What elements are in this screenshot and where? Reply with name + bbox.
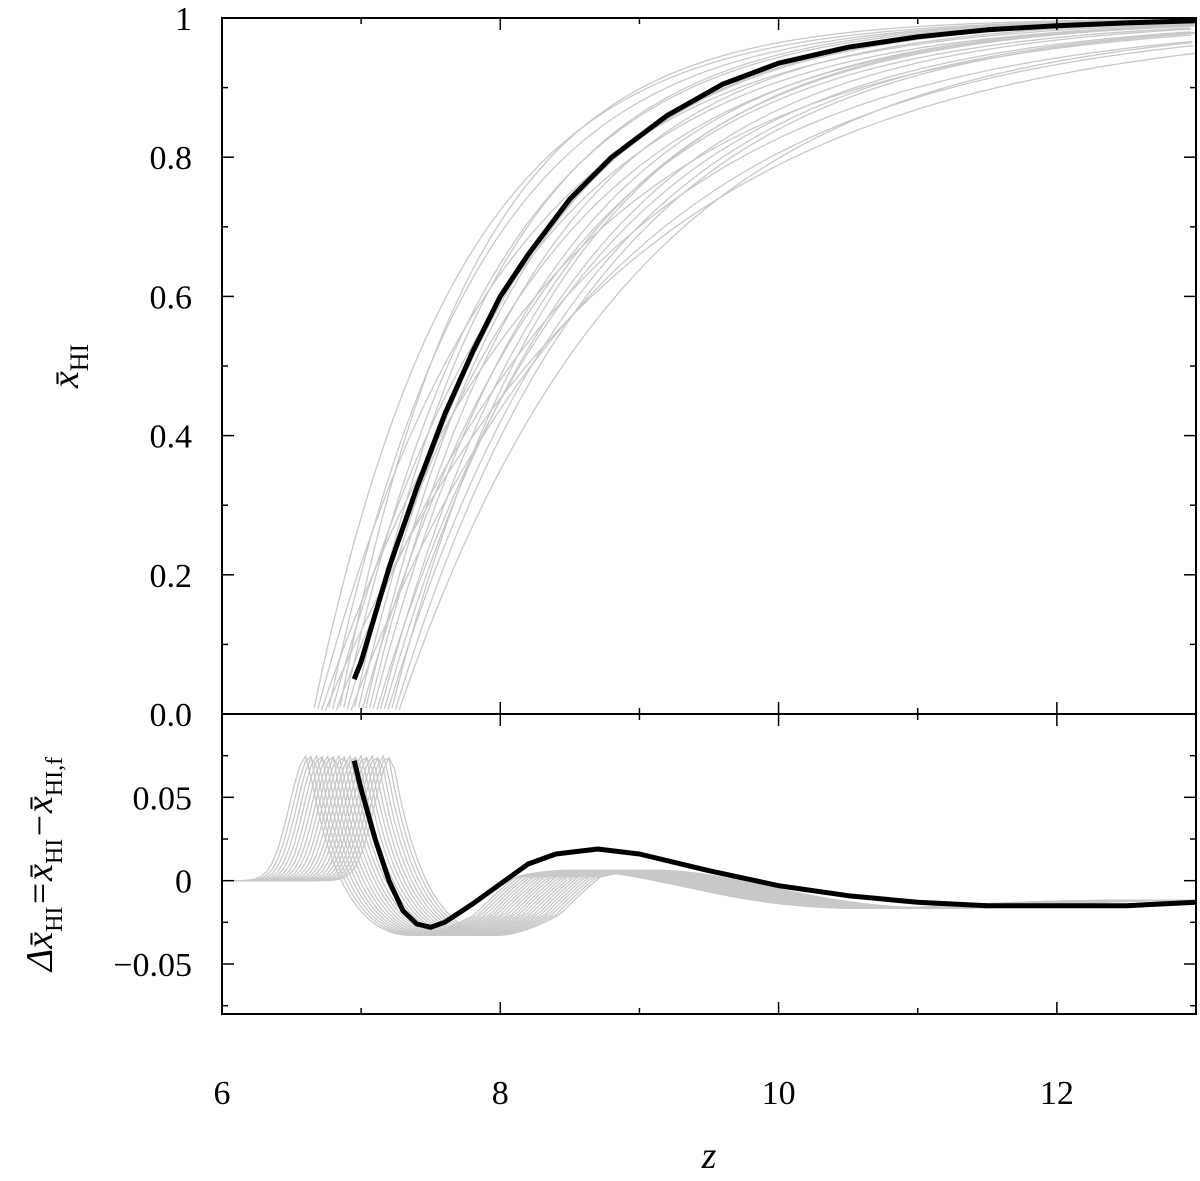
ensemble-curve-top bbox=[372, 24, 1195, 709]
ensemble-curve-top bbox=[391, 24, 1192, 709]
bottom-ensemble-curves bbox=[222, 754, 1197, 936]
top-ylabel: x̄HI bbox=[45, 344, 94, 389]
ensemble-curve-top bbox=[394, 32, 1196, 710]
ensemble-curve-top bbox=[387, 31, 1196, 710]
bottom-mean-curve bbox=[351, 760, 1197, 930]
ensemble-curve-bottom bbox=[222, 754, 1197, 936]
top-y-tick-label: 0.4 bbox=[150, 419, 193, 456]
bottom-ylabel-eq: =x̄ bbox=[19, 864, 61, 907]
ensemble-curve-top bbox=[383, 28, 1192, 710]
bottom-y-tick-label: −0.05 bbox=[113, 947, 192, 984]
axis-ticks bbox=[221, 17, 1197, 1014]
ensemble-curve-top bbox=[313, 19, 1191, 708]
ensemble-curve-top bbox=[320, 34, 1192, 711]
x-tick-label: 6 bbox=[214, 1075, 231, 1112]
ensemble-curve-top bbox=[350, 45, 1194, 711]
top-y-tick-label: 0.6 bbox=[150, 279, 193, 316]
ensemble-curve-top bbox=[324, 52, 1195, 711]
bottom-ylabel-sub2: HI bbox=[42, 839, 68, 864]
bottom-ylabel-minus: −x̄ bbox=[19, 796, 61, 839]
ensemble-curve-top bbox=[339, 18, 1196, 707]
ensemble-curve-top bbox=[376, 31, 1192, 710]
ensemble-curve-top bbox=[332, 24, 1196, 709]
top-y-tick-label: 1 bbox=[175, 1, 192, 38]
ensemble-curve-top bbox=[346, 25, 1190, 710]
bottom-ylabel-sub3: HI,f bbox=[42, 757, 68, 796]
ensemble-curve-top bbox=[361, 27, 1191, 710]
bottom-panel-frame bbox=[221, 713, 1197, 1015]
x-axis-title: z bbox=[701, 1135, 717, 1177]
ensemble-curve-top bbox=[368, 22, 1191, 709]
bottom-ylabel: Δx̄HI=x̄HI−x̄HI,f bbox=[19, 757, 68, 973]
x-tick-label: 10 bbox=[762, 1075, 796, 1112]
top-y-tick-label: 0.2 bbox=[150, 558, 193, 595]
x-tick-label: 12 bbox=[1040, 1075, 1074, 1112]
top-panel-frame bbox=[221, 17, 1197, 715]
bottom-ylabel-sub1: HI bbox=[42, 907, 68, 932]
x-tick-label: 8 bbox=[492, 1075, 509, 1112]
ensemble-curve-top bbox=[335, 40, 1193, 711]
top-ylabel-sub: HI bbox=[65, 344, 94, 371]
tick-labels: 0.0 0.2 0.4 0.6 0.8 1 −0.05 0 0.05 6 8 10 12 bbox=[113, 1, 1074, 1112]
bottom-y-tick-label: 0.05 bbox=[133, 780, 193, 817]
top-mean-curve-group bbox=[351, 18, 1197, 681]
bottom-ylabel-main: Δx̄ bbox=[19, 932, 61, 973]
top-ensemble-curves bbox=[313, 18, 1196, 711]
top-mean-curve bbox=[351, 18, 1197, 681]
top-y-tick-label: 0.0 bbox=[150, 697, 193, 734]
top-y-tick-label: 0.8 bbox=[150, 140, 193, 177]
ensemble-curve-top bbox=[328, 19, 1192, 708]
top-ylabel-main: x̄ bbox=[45, 371, 87, 389]
ensemble-curve-top bbox=[380, 25, 1195, 709]
ensemble-curve-top bbox=[398, 41, 1193, 711]
bottom-mean-curve-group bbox=[351, 760, 1197, 930]
ensemble-curve-top bbox=[354, 19, 1190, 708]
bottom-y-tick-label: 0 bbox=[175, 864, 192, 901]
